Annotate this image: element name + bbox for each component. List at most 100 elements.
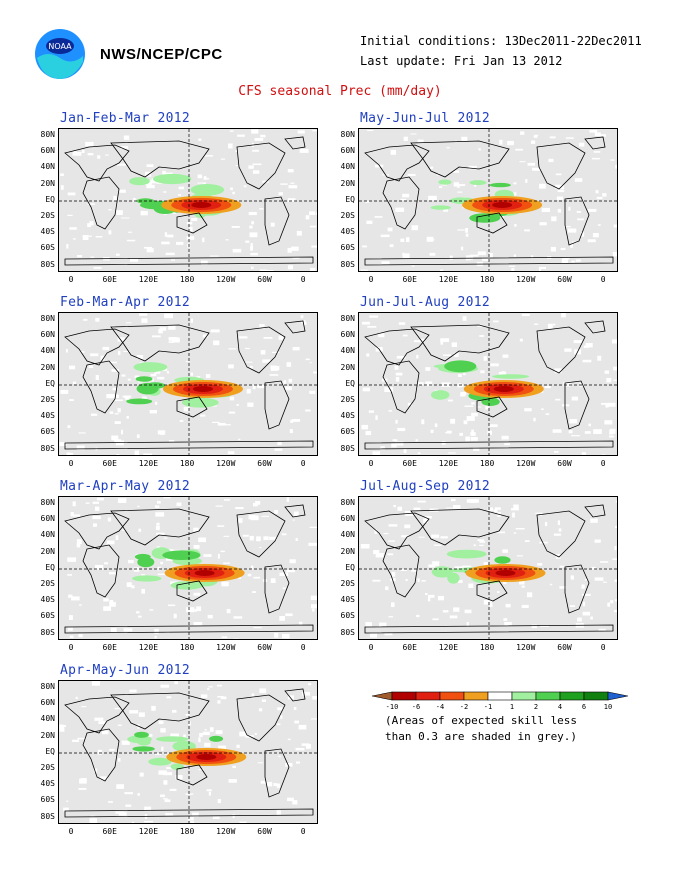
panel-title: Feb-Mar-Apr 2012 bbox=[60, 295, 191, 310]
lon-tick-label: 0 bbox=[300, 275, 306, 284]
lat-tick-label: 20N bbox=[40, 362, 55, 372]
lat-tick-label: 60S bbox=[340, 243, 355, 253]
map-panel bbox=[58, 312, 318, 456]
lon-tick-label: 120W bbox=[516, 459, 536, 468]
lat-tick-label: EQ bbox=[345, 378, 355, 388]
lon-tick-label: 0 bbox=[68, 275, 74, 284]
legend-swatch bbox=[463, 691, 489, 701]
lon-tick-label: 60E bbox=[102, 459, 117, 468]
lat-tick-label: 20S bbox=[340, 211, 355, 220]
lat-tick-label: 20S bbox=[40, 763, 55, 772]
color-legend: -10 -6 -4 -2 -1 1 2 4 6 10 bbox=[371, 691, 629, 711]
lat-tick-label: 60S bbox=[40, 611, 55, 621]
lon-tick-label: 120E bbox=[438, 459, 459, 468]
lon-tick-label: 60E bbox=[102, 643, 117, 652]
map-panel bbox=[358, 128, 618, 272]
lon-tick-label: 0 bbox=[68, 643, 74, 652]
lat-tick-label: 20N bbox=[340, 546, 355, 556]
legend-tick-label: -10 bbox=[386, 703, 399, 711]
lat-tick-label: 80N bbox=[340, 130, 355, 139]
lon-tick-label: 180 bbox=[479, 459, 495, 468]
lon-tick-label: 0 bbox=[368, 459, 374, 468]
lat-tick-label: 80S bbox=[40, 627, 55, 637]
lon-tick-label: 120E bbox=[138, 643, 159, 652]
lat-tick-label: 80S bbox=[40, 443, 55, 453]
lat-tick-label: 20S bbox=[40, 395, 55, 404]
lon-tick-label: 60W bbox=[557, 275, 572, 284]
legend-swatch bbox=[415, 691, 441, 701]
lat-tick-label: 40N bbox=[340, 162, 355, 172]
lat-tick-label: 20S bbox=[340, 395, 355, 404]
legend-tick-label: -1 bbox=[484, 703, 492, 711]
lon-tick-label: 60W bbox=[257, 827, 272, 836]
legend-swatch bbox=[511, 691, 537, 701]
lon-tick-label: 60E bbox=[102, 827, 117, 836]
lat-tick-label: 80N bbox=[40, 130, 55, 139]
lat-tick-label: 40N bbox=[40, 714, 55, 724]
legend-tick-label: 4 bbox=[558, 703, 562, 711]
lon-tick-label: 0 bbox=[600, 459, 606, 468]
lon-tick-label: 120W bbox=[216, 459, 236, 468]
lat-tick-label: 60N bbox=[340, 146, 355, 156]
lon-tick-label: 60E bbox=[102, 275, 117, 284]
lat-tick-label: 20S bbox=[40, 211, 55, 220]
map-panel bbox=[58, 680, 318, 824]
lon-tick-label: 0 bbox=[68, 827, 74, 836]
lat-tick-label: 80N bbox=[340, 314, 355, 323]
lat-tick-label: 40N bbox=[40, 530, 55, 540]
lat-tick-label: EQ bbox=[45, 562, 55, 572]
legend-swatch bbox=[391, 691, 417, 701]
lon-tick-label: 120W bbox=[216, 643, 236, 652]
lon-tick-label: 60E bbox=[402, 275, 417, 284]
lat-tick-label: EQ bbox=[45, 194, 55, 204]
initial-conditions: Initial conditions: 13Dec2011-22Dec2011 bbox=[360, 34, 642, 48]
lon-tick-label: 60W bbox=[557, 459, 572, 468]
noaa-logo: NOAA bbox=[35, 29, 85, 79]
lat-tick-label: 60S bbox=[340, 611, 355, 621]
lat-tick-label: 40N bbox=[40, 346, 55, 356]
lat-tick-label: 40N bbox=[40, 162, 55, 172]
lat-tick-label: 60N bbox=[40, 698, 55, 708]
last-update: Last update: Fri Jan 13 2012 bbox=[360, 54, 563, 68]
legend-swatch bbox=[439, 691, 465, 701]
lat-tick-label: 40S bbox=[340, 595, 355, 605]
lat-tick-label: EQ bbox=[45, 378, 55, 388]
lon-tick-label: 60W bbox=[557, 643, 572, 652]
lat-tick-label: 60S bbox=[40, 243, 55, 253]
legend-tick-label: 6 bbox=[582, 703, 586, 711]
panel-title: Mar-Apr-May 2012 bbox=[60, 479, 191, 494]
lon-tick-label: 120E bbox=[138, 459, 159, 468]
panel-title: Apr-May-Jun 2012 bbox=[60, 663, 191, 678]
lon-tick-label: 0 bbox=[600, 275, 606, 284]
legend-swatch bbox=[607, 691, 629, 701]
lat-tick-label: 20N bbox=[40, 730, 55, 740]
map-panel bbox=[58, 128, 318, 272]
lon-tick-label: 120E bbox=[438, 643, 459, 652]
lat-tick-label: 40S bbox=[40, 411, 55, 421]
legend-tick-label: -4 bbox=[436, 703, 444, 711]
legend-tick-label: 1 bbox=[510, 703, 514, 711]
panel-title: May-Jun-Jul 2012 bbox=[360, 111, 491, 126]
lon-tick-label: 0 bbox=[600, 643, 606, 652]
lat-tick-label: 40S bbox=[40, 595, 55, 605]
skill-note-line1: (Areas of expected skill less bbox=[385, 714, 578, 727]
lat-tick-label: 60S bbox=[40, 795, 55, 805]
lat-tick-label: 20N bbox=[340, 362, 355, 372]
lat-tick-label: 80S bbox=[340, 259, 355, 269]
legend-swatch bbox=[535, 691, 561, 701]
lat-tick-label: EQ bbox=[45, 746, 55, 756]
lon-tick-label: 180 bbox=[179, 827, 195, 836]
lon-tick-label: 60W bbox=[257, 275, 272, 284]
lon-tick-label: 0 bbox=[368, 643, 374, 652]
lat-tick-label: 60N bbox=[40, 514, 55, 524]
map-panel bbox=[358, 496, 618, 640]
legend-swatch bbox=[583, 691, 609, 701]
lon-tick-label: 60W bbox=[257, 459, 272, 468]
map-panel bbox=[58, 496, 318, 640]
lat-tick-label: 20S bbox=[340, 579, 355, 588]
lat-tick-label: 60N bbox=[340, 330, 355, 340]
lat-tick-label: 80N bbox=[340, 498, 355, 507]
lon-tick-label: 120W bbox=[516, 643, 536, 652]
lat-tick-label: EQ bbox=[345, 562, 355, 572]
legend-tick-label: 2 bbox=[534, 703, 538, 711]
